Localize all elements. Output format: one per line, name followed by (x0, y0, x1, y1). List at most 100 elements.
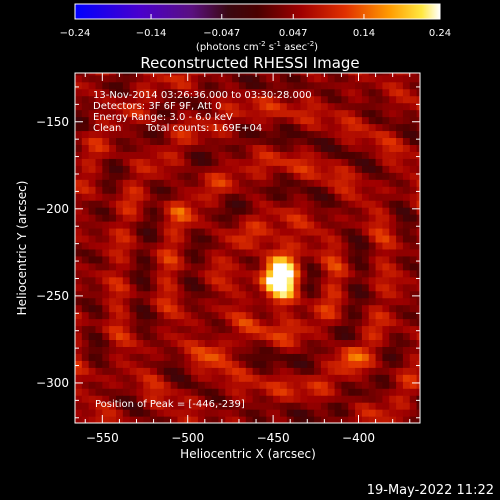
heatmap-cell (279, 332, 288, 341)
heatmap-cell (136, 165, 144, 173)
heatmap-cell (293, 123, 302, 132)
heatmap-cell (368, 95, 377, 104)
heatmap-cell (163, 318, 172, 327)
heatmap-cell (259, 227, 267, 236)
heatmap-cell (163, 81, 172, 90)
heatmap-cell (259, 416, 267, 423)
heatmap-cell (163, 374, 172, 382)
heatmap-cell (396, 297, 404, 306)
heatmap-cell (122, 193, 131, 201)
heatmap-cell (375, 248, 384, 257)
heatmap-cell (402, 186, 411, 194)
heatmap-cell (266, 73, 274, 76)
heatmap-cell (75, 221, 83, 229)
heatmap-cell (177, 172, 185, 180)
heatmap-cell (409, 255, 418, 264)
footer-date: 19-May-2022 11:22 (367, 483, 494, 498)
heatmap-cell (307, 262, 315, 271)
heatmap-cell (273, 207, 281, 215)
heatmap-cell (334, 179, 343, 187)
heatmap-cell (156, 360, 165, 368)
heatmap-cell (259, 88, 267, 97)
heatmap-cell (225, 353, 233, 361)
heatmap-cell (286, 193, 295, 201)
heatmap-cell (238, 262, 247, 271)
heatmap-cell (143, 81, 151, 90)
heatmap-cell (143, 234, 151, 243)
heatmap-cell (245, 248, 254, 257)
heatmap-cell (238, 409, 247, 417)
heatmap-cell (177, 367, 185, 375)
heatmap-cell (184, 165, 192, 173)
heatmap-cell (300, 151, 308, 159)
heatmap-cell (396, 151, 404, 159)
heatmap-cell (184, 158, 192, 166)
heatmap-cell (266, 74, 274, 83)
heatmap-cell (252, 74, 261, 83)
heatmap-cell (348, 123, 356, 132)
x-tick-label: −400 (342, 431, 375, 445)
heatmap-cell (389, 95, 397, 104)
heatmap-cell (314, 109, 322, 118)
heatmap-cell (204, 395, 213, 403)
heatmap-cell (122, 165, 131, 173)
heatmap-cell (375, 158, 384, 166)
heatmap-cell (314, 262, 322, 271)
heatmap-cell (341, 74, 349, 83)
heatmap-cell (122, 339, 131, 347)
heatmap-cell (109, 283, 117, 292)
heatmap-cell (75, 360, 83, 368)
heatmap-cell (300, 360, 308, 368)
heatmap-cell (389, 193, 397, 201)
heatmap-cell (348, 158, 356, 166)
heatmap-cell (341, 360, 349, 368)
heatmap-cell (225, 367, 233, 375)
heatmap-cell (197, 221, 206, 229)
heatmap-cell (300, 416, 308, 423)
heatmap-cell (382, 102, 390, 111)
heatmap-cell (355, 283, 363, 292)
heatmap-cell (156, 283, 165, 292)
heatmap-cell (341, 151, 349, 159)
heatmap-cell (334, 276, 343, 285)
heatmap-cell (150, 283, 158, 292)
heatmap-cell (348, 95, 356, 104)
heatmap-cell (355, 297, 363, 306)
heatmap-cell (81, 158, 90, 166)
heatmap-cell (115, 241, 124, 250)
heatmap-cell (81, 207, 90, 215)
heatmap-cell (136, 353, 144, 361)
heatmap-cell (382, 109, 390, 118)
heatmap-cell (375, 290, 384, 299)
heatmap-cell (245, 283, 254, 292)
heatmap-cell (109, 325, 117, 334)
heatmap-cell (314, 172, 322, 180)
heatmap-cell (341, 318, 349, 327)
heatmap-cell (177, 109, 185, 118)
heatmap-cell (211, 179, 220, 187)
heatmap-cell (416, 109, 420, 118)
heatmap-cell (177, 262, 185, 271)
heatmap-cell (232, 395, 240, 403)
heatmap-cell (129, 123, 138, 132)
heatmap-cell (129, 276, 138, 285)
heatmap-cell (327, 381, 336, 389)
heatmap-cell (348, 221, 356, 229)
heatmap-cell (136, 116, 144, 125)
heatmap-cell (286, 234, 295, 243)
heatmap-cell (382, 346, 390, 354)
heatmap-cell (368, 123, 377, 132)
heatmap-cell (286, 255, 295, 264)
heatmap-cell (286, 227, 295, 236)
heatmap-cell (348, 381, 356, 389)
heatmap-cell (211, 388, 220, 396)
heatmap-cell (279, 388, 288, 396)
heatmap-cell (163, 346, 172, 354)
heatmap-cell (300, 165, 308, 173)
heatmap-cell (170, 311, 179, 320)
heatmap-cell (382, 367, 390, 375)
colorbar-tick-label: 0.047 (279, 28, 308, 39)
heatmap-cell (109, 116, 117, 125)
heatmap-cell (170, 102, 179, 111)
heatmap-cell (75, 395, 83, 403)
